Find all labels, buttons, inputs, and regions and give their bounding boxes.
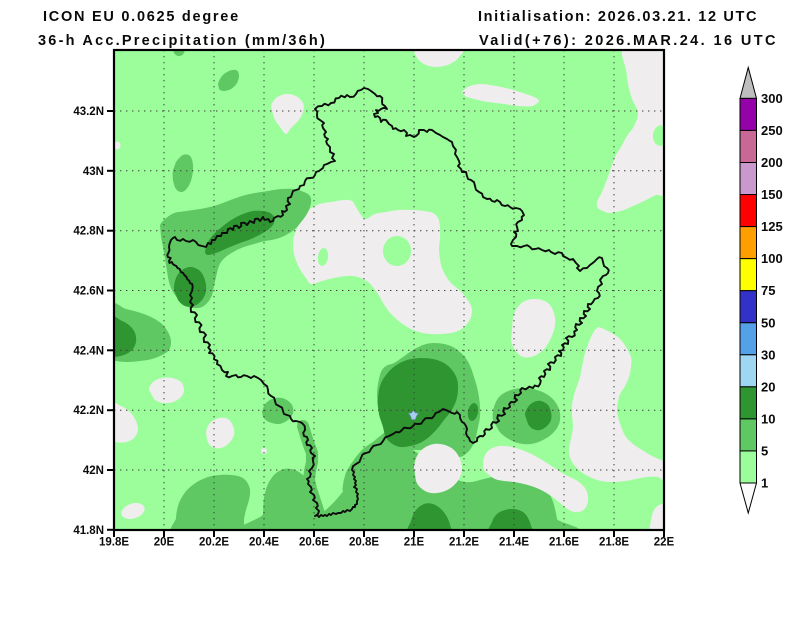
- svg-text:300: 300: [761, 91, 783, 106]
- svg-text:42.6N: 42.6N: [73, 286, 104, 298]
- svg-text:43.2N: 43.2N: [73, 106, 104, 118]
- svg-text:5: 5: [761, 443, 768, 458]
- svg-text:42.2N: 42.2N: [73, 405, 104, 417]
- svg-text:75: 75: [761, 283, 775, 298]
- svg-text:41.8N: 41.8N: [73, 525, 104, 537]
- svg-text:1: 1: [761, 476, 768, 491]
- svg-text:ICON EU 0.0625 degree: ICON EU 0.0625 degree: [43, 9, 240, 25]
- svg-text:42N: 42N: [83, 465, 104, 477]
- svg-text:200: 200: [761, 155, 783, 170]
- svg-text:10: 10: [761, 411, 775, 426]
- svg-text:21.6E: 21.6E: [549, 537, 579, 549]
- svg-text:100: 100: [761, 251, 783, 266]
- svg-text:42.4N: 42.4N: [73, 345, 104, 357]
- svg-text:20.8E: 20.8E: [349, 537, 379, 549]
- svg-text:250: 250: [761, 123, 783, 138]
- svg-text:21.8E: 21.8E: [599, 537, 629, 549]
- svg-text:50: 50: [761, 315, 775, 330]
- svg-text:Valid(+76): 2026.MAR.24. 16 UT: Valid(+76): 2026.MAR.24. 16 UTC: [479, 33, 778, 49]
- svg-text:19.8E: 19.8E: [99, 537, 129, 549]
- svg-text:20E: 20E: [154, 537, 175, 549]
- svg-text:150: 150: [761, 187, 783, 202]
- svg-text:42.8N: 42.8N: [73, 226, 104, 238]
- svg-text:36-h Acc.Precipitation (mm/36h: 36-h Acc.Precipitation (mm/36h): [38, 33, 327, 49]
- svg-text:22E: 22E: [654, 537, 675, 549]
- svg-text:20.2E: 20.2E: [199, 537, 229, 549]
- svg-text:125: 125: [761, 219, 783, 234]
- svg-text:20.4E: 20.4E: [249, 537, 279, 549]
- svg-text:20: 20: [761, 379, 775, 394]
- svg-text:20.6E: 20.6E: [299, 537, 329, 549]
- svg-text:21E: 21E: [404, 537, 425, 549]
- svg-text:30: 30: [761, 347, 775, 362]
- svg-text:43N: 43N: [83, 166, 104, 178]
- svg-text:Initialisation: 2026.03.21. 12: Initialisation: 2026.03.21. 12 UTC: [478, 9, 758, 25]
- svg-text:21.4E: 21.4E: [499, 537, 529, 549]
- svg-text:21.2E: 21.2E: [449, 537, 479, 549]
